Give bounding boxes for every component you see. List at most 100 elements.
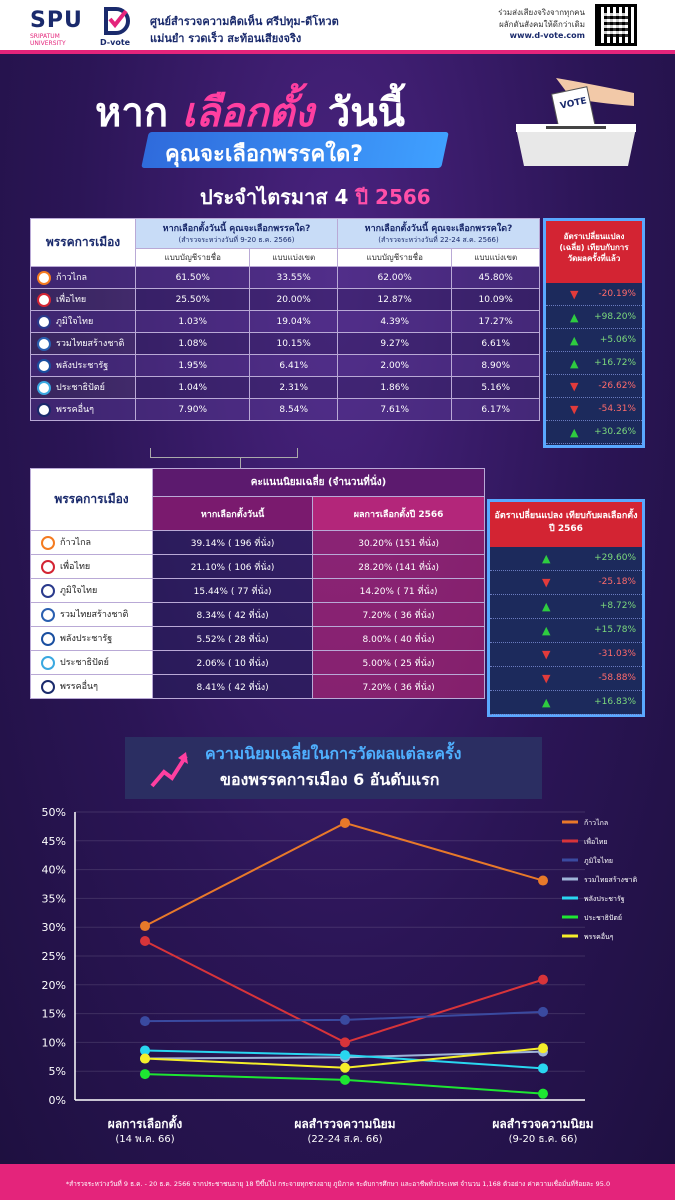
col-const-1: แบบแบ่งเขต [249, 248, 338, 267]
party-name: พลังประชารัฐ [30, 354, 136, 377]
y-tick-label: 0% [49, 1094, 66, 1107]
table-row: พรรคอื่นๆ 7.90% 8.54% 7.61% 6.17% [30, 398, 540, 421]
change-row: ▲ +5.06% [546, 329, 642, 352]
col-result: ผลการเลือกตั้งปี 2566 [312, 496, 485, 531]
subtitle: คุณจะเลือกพรรคใด? [165, 142, 364, 167]
cell-s2-const: 8.90% [451, 354, 540, 377]
cell-result: 7.20% ( 36 ที่นั่ง) [312, 602, 485, 627]
x-tick-sublabel: (14 พ.ค. 66) [115, 1134, 174, 1145]
cell-s1-const: 6.41% [249, 354, 338, 377]
cell-s1-list: 1.03% [134, 310, 251, 333]
change-value: -31.03% [598, 649, 636, 659]
cell-s1-const: 19.04% [249, 310, 338, 333]
change-row: ▼ -25.18% [490, 571, 642, 595]
change-row: ▲ +30.26% [546, 421, 642, 444]
org-slogan: แม่นยำ รวดเร็ว สะท้อนเสียงจริง [150, 32, 302, 45]
data-point [538, 1043, 548, 1054]
x-tick-sublabel: (9-20 ธ.ค. 66) [509, 1134, 578, 1145]
party-name: ก้าวไกล [30, 266, 136, 289]
change-value: +16.83% [594, 697, 636, 707]
party-label: ภูมิใจไทย [56, 317, 94, 328]
cell-today: 8.41% ( 42 ที่นั่ง) [151, 674, 314, 699]
party-name: รวมไทยสร้างชาติ [30, 332, 136, 355]
party-label: ก้าวไกล [60, 538, 92, 549]
qr-code-icon[interactable] [595, 4, 637, 46]
party-label: ประชาธิปัตย์ [60, 658, 109, 669]
change-panel-2: อัตราเปลี่ยนแปลง เทียบกับผลเลือกตั้งปี 2… [487, 499, 645, 717]
y-tick-label: 15% [42, 1008, 66, 1021]
y-tick-label: 30% [42, 921, 66, 934]
party-logo-icon [41, 655, 55, 670]
cell-today: 21.10% ( 106 ที่นั่ง) [151, 554, 314, 579]
change-row: ▲ +29.60% [490, 547, 642, 571]
chart-title-box [125, 737, 542, 799]
party-label: รวมไทยสร้างชาติ [60, 610, 129, 621]
title-part-3: วันนี้ [313, 90, 405, 136]
cell-s1-const: 20.00% [249, 288, 338, 311]
change-row: ▼ -31.03% [490, 643, 642, 667]
cell-today: 15.44% ( 77 ที่นั่ง) [151, 578, 314, 603]
data-point [340, 817, 350, 828]
party-label: รวมไทยสร้างชาติ [56, 339, 125, 350]
cell-s2-list: 7.61% [336, 398, 453, 421]
popularity-line-chart: 0% 5% 10% 15% 20% 25% 30% 35% 40% 45% 50% ผลการเลือ… [42, 806, 638, 1145]
cell-s1-list: 61.50% [134, 266, 251, 289]
footer-note: *สำรวจระหว่างวันที่ 9 ธ.ค. - 20 ธ.ค. 256… [65, 1180, 611, 1188]
party-label: ก้าวไกล [56, 273, 88, 284]
data-point [140, 921, 150, 932]
arrow-down-icon: ▼ [570, 403, 579, 416]
survey2-title: หากเลือกตั้งวันนี้ คุณจะเลือกพรรคใด? [364, 224, 513, 234]
chart-title-line1: ความนิยมเฉลี่ยในการวัดผลแต่ละครั้ง [205, 744, 462, 763]
survey1-title: หากเลือกตั้งวันนี้ คุณจะเลือกพรรคใด? [162, 224, 311, 234]
footer-bar [0, 1164, 675, 1200]
avg-header: คะแนนนิยมเฉลี่ย (จำนวนที่นั่ง) [152, 468, 485, 497]
website-link[interactable]: www.d-vote.com [509, 31, 585, 40]
cell-s1-const: 8.54% [249, 398, 338, 421]
party-logo-icon [37, 336, 51, 351]
change-value: +5.06% [599, 335, 636, 345]
y-tick-label: 20% [42, 979, 66, 992]
party-label: ประชาธิปัตย์ [56, 383, 105, 394]
table-row: ภูมิใจไทย 15.44% ( 77 ที่นั่ง) 14.20% ( 71… [30, 578, 485, 603]
table-row: รวมไทยสร้างชาติ 1.08% 10.15% 9.27% 6.61% [30, 332, 540, 355]
connector-bracket [150, 448, 298, 458]
table-row: ก้าวไกล 39.14% ( 196 ที่นั่ง) 30.20% (151 … [30, 530, 485, 555]
table-row: รวมไทยสร้างชาติ 8.34% ( 42 ที่นั่ง) 7.20% … [30, 602, 485, 627]
y-tick-label: 35% [42, 892, 66, 905]
survey1-header: หากเลือกตั้งวันนี้ คุณจะเลือกพรรคใด? (สำ… [135, 218, 338, 249]
cell-s2-const: 45.80% [451, 266, 540, 289]
change-value: -26.62% [598, 381, 636, 391]
change-value: +29.60% [594, 553, 636, 563]
change-value: +16.72% [594, 358, 636, 368]
y-tick-label: 5% [49, 1065, 66, 1078]
y-tick-label: 25% [42, 950, 66, 963]
y-tick-label: 45% [42, 835, 66, 848]
party-name: พรรคอื่นๆ [30, 398, 136, 421]
cell-s1-const: 33.55% [249, 266, 338, 289]
cell-s1-list: 1.95% [134, 354, 251, 377]
party-name: เพื่อไทย [30, 554, 153, 579]
table-row: พลังประชารัฐ 5.52% ( 28 ที่นั่ง) 8.00% ( 4… [30, 626, 485, 651]
x-tick-label: ผลการเลือกตั้ง [108, 1114, 183, 1131]
change-row: ▲ +15.78% [490, 619, 642, 643]
legend-label: รวมไทยสร้างชาติ [584, 875, 638, 884]
change-value: -25.18% [598, 577, 636, 587]
table-row: ก้าวไกล 61.50% 33.55% 62.00% 45.80% [30, 266, 540, 289]
party-name: ภูมิใจไทย [30, 578, 153, 603]
party-logo-icon [41, 535, 55, 550]
y-tick-label: 50% [42, 806, 66, 819]
series-line [144, 821, 544, 927]
party-label: เพื่อไทย [56, 295, 87, 306]
change-value: +15.78% [594, 625, 636, 635]
party-logo-icon [37, 292, 51, 307]
cell-s1-list: 7.90% [134, 398, 251, 421]
cell-result: 7.20% ( 36 ที่นั่ง) [312, 674, 485, 699]
org-name: ศูนย์สำรวจความคิดเห็น ศรีปทุม-ดีโหวต [150, 15, 339, 28]
table-row: ภูมิใจไทย 1.03% 19.04% 4.39% 17.27% [30, 310, 540, 333]
dvote-logo-text: D-vote [100, 38, 131, 47]
arrow-up-icon: ▲ [570, 357, 579, 370]
table-row: เพื่อไทย 21.10% ( 106 ที่นั่ง) 28.20% (141… [30, 554, 485, 579]
arrow-up-icon: ▲ [542, 624, 551, 637]
party-logo-icon [37, 402, 51, 417]
change-row: ▼ -26.62% [546, 375, 642, 398]
